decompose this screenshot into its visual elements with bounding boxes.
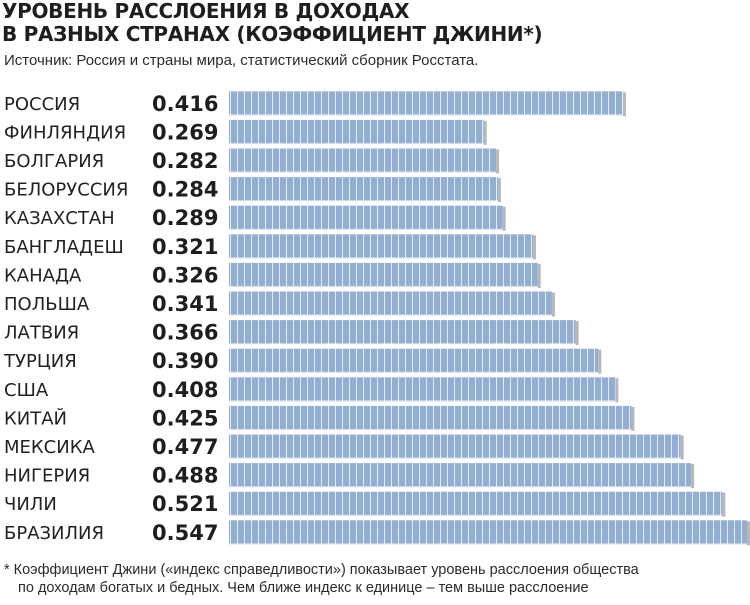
bar-row-9 <box>229 320 576 345</box>
bar-shadow-row-16 <box>747 521 750 546</box>
value-label-row-4: 0.284 <box>152 178 218 202</box>
category-label-row-8: ПОЛЬША <box>4 294 90 315</box>
chart-title-line-1: УРОВЕНЬ РАССЛОЕНИЯ В ДОХОДАХ <box>2 0 410 23</box>
category-label-row-7: КАНАДА <box>4 265 82 286</box>
bar-shadow-row-6 <box>532 235 536 260</box>
bar-row-3 <box>229 148 497 173</box>
category-label-row-13: МЕКСИКА <box>4 437 95 458</box>
bar-shadow-row-4 <box>497 178 501 203</box>
bar-row-14 <box>229 463 692 488</box>
bar-shadow-row-14 <box>691 464 695 489</box>
category-label-row-15: ЧИЛИ <box>4 494 57 515</box>
category-label-row-9: ЛАТВИЯ <box>4 323 79 344</box>
category-label-row-3: БОЛГАРИЯ <box>4 151 104 172</box>
value-label-row-7: 0.326 <box>152 263 218 287</box>
footnote-line-1: * Коэффициент Джини («индекс справедливо… <box>4 562 639 578</box>
bar-shadow-row-7 <box>537 263 541 288</box>
gini-bar-chart: РОССИЯ 0.416 ФИНЛЯНДИЯ 0.269 БОЛГАРИЯ 0.282 БЕ… <box>3 91 750 546</box>
bar-shadow-row-13 <box>680 435 684 460</box>
bar-shadow-row-10 <box>598 349 602 374</box>
category-label-row-5: КАЗАХСТАН <box>4 208 115 229</box>
category-label-row-2: ФИНЛЯНДИЯ <box>4 122 126 143</box>
bar-row-10 <box>229 348 599 373</box>
value-label-row-6: 0.321 <box>152 235 218 259</box>
value-label-row-10: 0.390 <box>152 349 218 373</box>
footnote: * Коэффициент Джини («индекс справедливо… <box>4 561 749 597</box>
value-label-row-15: 0.521 <box>152 492 218 516</box>
bar-row-13 <box>229 434 681 459</box>
bar-shadow-row-9 <box>575 321 579 346</box>
value-label-row-3: 0.282 <box>152 149 218 173</box>
category-label-row-16: БРАЗИЛИЯ <box>4 523 104 544</box>
bar-shadow-row-11 <box>615 378 619 403</box>
chart-title-line-2: В РАЗНЫХ СТРАНАХ (КОЭФФИЦИЕНТ ДЖИНИ*) <box>2 22 543 46</box>
bar-row-7 <box>229 262 538 287</box>
chart-source: Источник: Россия и страны мира, статисти… <box>4 52 479 69</box>
value-label-row-14: 0.488 <box>152 464 218 488</box>
category-label-row-10: ТУРЦИЯ <box>3 351 77 372</box>
category-label-row-6: БАНГЛАДЕШ <box>4 237 124 258</box>
value-label-row-11: 0.408 <box>152 378 218 402</box>
bar-row-15 <box>229 491 723 516</box>
bar-shadow-row-2 <box>483 120 487 145</box>
bar-row-6 <box>229 234 533 259</box>
value-label-row-5: 0.289 <box>152 206 218 230</box>
category-label-row-4: БЕЛОРУССИЯ <box>4 180 128 201</box>
value-label-row-9: 0.366 <box>152 321 218 345</box>
value-label-row-1: 0.416 <box>152 92 218 116</box>
chart-title: УРОВЕНЬ РАССЛОЕНИЯ В ДОХОДАХ В РАЗНЫХ СТ… <box>2 0 742 46</box>
bars-group: РОССИЯ 0.416 ФИНЛЯНДИЯ 0.269 БОЛГАРИЯ 0.282 БЕ… <box>3 91 750 546</box>
category-label-row-12: КИТАЙ <box>4 407 67 429</box>
bar-row-2 <box>229 119 484 144</box>
value-label-row-12: 0.425 <box>152 406 218 430</box>
bar-shadow-row-8 <box>551 292 555 317</box>
category-label-row-14: НИГЕРИЯ <box>4 466 90 487</box>
bar-row-12 <box>229 405 632 430</box>
value-label-row-13: 0.477 <box>152 435 218 459</box>
bar-row-16 <box>229 520 747 545</box>
value-label-row-8: 0.341 <box>152 292 218 316</box>
bar-row-4 <box>229 177 498 202</box>
category-label-row-11: США <box>4 380 49 401</box>
bar-row-11 <box>229 377 616 402</box>
bar-shadow-row-1 <box>622 92 626 117</box>
bar-shadow-row-5 <box>502 206 506 231</box>
category-label-row-1: РОССИЯ <box>4 94 80 115</box>
bar-row-5 <box>229 205 503 230</box>
bar-shadow-row-12 <box>631 406 635 431</box>
bar-shadow-row-15 <box>722 492 726 517</box>
value-label-row-2: 0.269 <box>152 120 218 144</box>
value-label-row-16: 0.547 <box>152 521 218 545</box>
bar-row-1 <box>229 91 623 116</box>
bar-row-8 <box>229 291 552 316</box>
footnote-line-2: по доходам богатых и бедных. Чем ближе и… <box>18 580 589 596</box>
bar-shadow-row-3 <box>496 149 500 174</box>
